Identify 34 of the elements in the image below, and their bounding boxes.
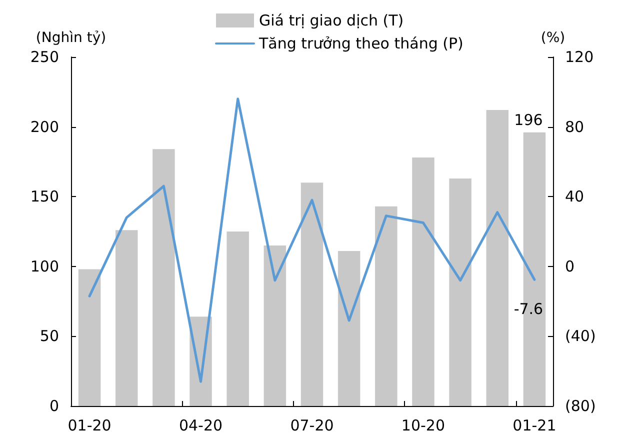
x-tick-label: 01-20 [68,416,112,434]
data-label: -7.6 [514,300,544,318]
y2-tick-label: 0 [565,257,575,276]
bar [115,230,138,406]
bar [226,232,249,406]
bar [375,206,398,406]
y2-axis-title: (%) [540,30,566,46]
x-tick-label: 07-20 [290,416,334,434]
y-tick-label: 100 [30,257,59,276]
bar [338,251,360,406]
bar [264,245,286,406]
bar [412,158,434,406]
bar [449,178,472,406]
y-axis-title: (Nghìn tỷ) [36,30,106,46]
legend-label: Giá trị giao dịch (T) [259,12,404,30]
x-tick-label: 04-20 [178,416,223,434]
y-tick-label: 150 [30,188,59,206]
bar [78,269,101,406]
y2-tick-label: (40) [565,327,596,346]
data-label: 196 [514,110,543,129]
y-tick-label: 0 [49,397,59,415]
legend-label: Tăng trưởng theo tháng (P) [258,34,464,52]
bar [486,110,509,406]
bar [300,182,324,406]
y2-tick-label: 120 [565,48,594,66]
y2-tick-label: 40 [565,188,584,206]
x-tick-label: 10-20 [401,416,446,434]
y2-tick-label: 80 [565,118,584,136]
x-tick-label: 01-21 [512,416,556,434]
bar [152,149,175,406]
y2-tick-label: (80) [565,397,596,415]
y-tick-label: 200 [30,118,59,136]
y-tick-label: 50 [40,327,59,346]
y-tick-label: 250 [30,48,59,66]
